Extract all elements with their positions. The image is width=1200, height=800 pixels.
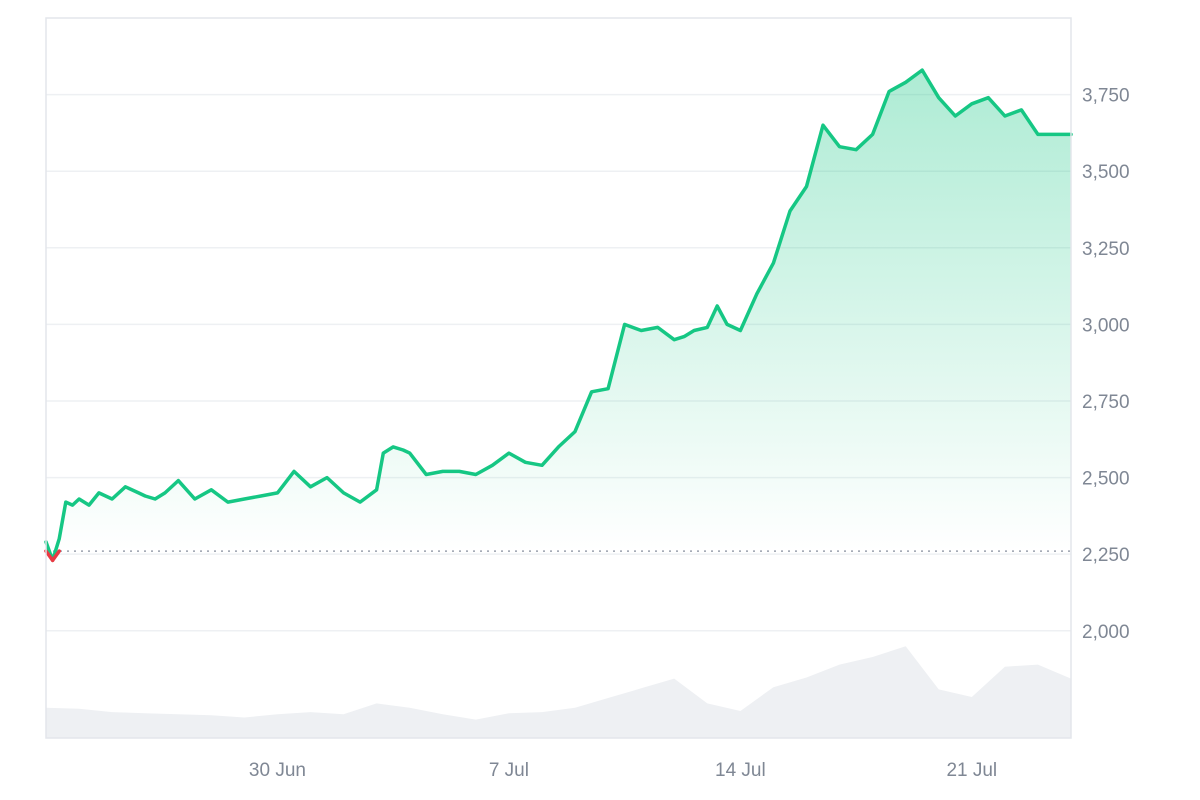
line-layer [44,68,1073,563]
y-tick-label: 3,500 [1082,162,1130,183]
y-axis-ticks: 2,000 2,250 2,500 2,750 3,000 3,250 3,500 3,750 [1082,86,1130,643]
y-tick-label: 2,000 [1082,622,1130,643]
x-tick-label: 21 Jul [946,760,997,781]
y-tick-label: 2,250 [1082,545,1130,566]
y-tick-label: 2,750 [1082,392,1130,413]
price-line-down [50,549,61,563]
x-tick-label: 14 Jul [715,760,766,781]
y-tick-label: 3,000 [1082,315,1130,336]
price-line [44,68,1073,563]
price-line-down [44,549,55,563]
plot-border [45,17,1072,739]
x-tick-label: 30 Jun [249,760,306,781]
x-tick-label: 7 Jul [489,760,529,781]
volume-layer [46,646,1071,738]
volume-area [46,646,1071,738]
y-tick-label: 2,500 [1082,469,1130,490]
y-tick-label: 3,250 [1082,239,1130,260]
y-tick-label: 3,750 [1082,86,1130,107]
x-axis-ticks: 30 Jun 7 Jul 14 Jul 21 Jul [249,760,997,781]
area-layer [46,70,1071,552]
price-area [46,70,1071,552]
